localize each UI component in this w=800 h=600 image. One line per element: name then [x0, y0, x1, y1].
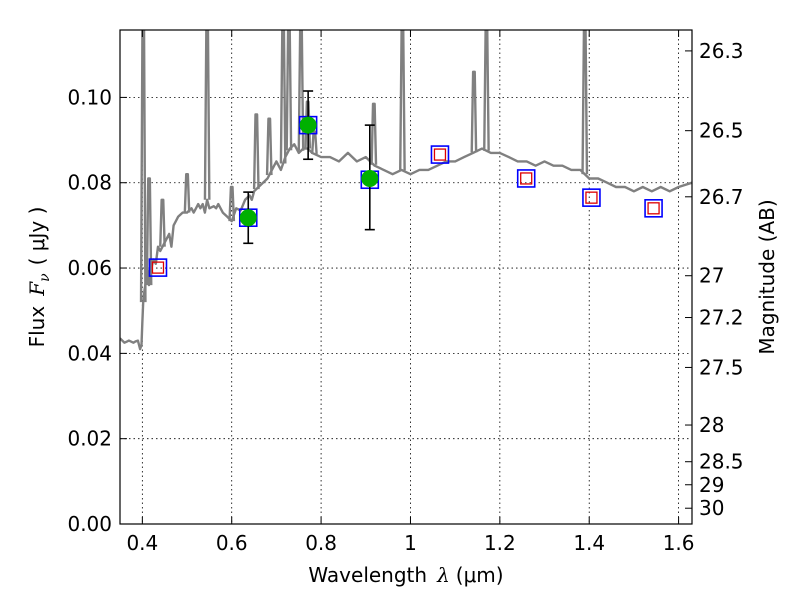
- emission-line: [310, 130, 318, 155]
- y2-tick-label: 26.7: [699, 185, 744, 209]
- observed-point: [299, 116, 317, 134]
- emission-line: [203, 30, 211, 200]
- y2-tick-label: 30: [699, 496, 724, 520]
- upper-limit-point: [433, 148, 447, 161]
- upper-limit-point: [520, 172, 533, 185]
- model-photometry-point: [644, 199, 663, 218]
- emission-line: [399, 30, 406, 171]
- x-tick-label: 1: [404, 531, 417, 555]
- x-tick-label: 0.4: [126, 531, 158, 555]
- y-tick-label: 0.00: [67, 512, 112, 536]
- model-photometry-point: [516, 169, 536, 188]
- y2-tick-label: 26.3: [699, 39, 744, 63]
- emission-line: [483, 30, 490, 151]
- model-photometry-point: [582, 188, 601, 207]
- sed-model-line: [120, 143, 692, 351]
- plot-area: [120, 30, 692, 351]
- y2-tick-label: 27.5: [699, 355, 744, 379]
- emission-line: [145, 177, 153, 286]
- emission-line: [265, 117, 273, 176]
- y2-tick-label: 28: [699, 413, 724, 437]
- x-tick-label: 0.8: [305, 531, 337, 555]
- y2-tick-label: 26.5: [699, 119, 744, 143]
- y-axis-title: FluxFν( μJy ): [25, 207, 53, 348]
- y2-tick-label: 29: [699, 473, 724, 497]
- emission-line: [159, 198, 166, 247]
- emission-line: [252, 113, 260, 190]
- x-tick-label: 1.6: [663, 531, 695, 555]
- emission-line: [581, 30, 589, 175]
- y-tick-label: 0.06: [67, 256, 112, 280]
- y2-tick-label: 28.5: [699, 450, 744, 474]
- emission-line: [139, 30, 147, 303]
- emission-line: [183, 172, 191, 213]
- upper-limit-point: [151, 261, 165, 274]
- emission-line: [370, 102, 378, 165]
- observed-point: [361, 169, 379, 187]
- axis-ticks: 0.4 0.6 0.8 1 1.2 1.4 1.6 0.00 0.02 0.04 0.06 0.08 0…: [67, 30, 744, 555]
- emission-line: [470, 70, 478, 153]
- observed-point: [239, 209, 257, 227]
- y-tick-label: 0.02: [67, 427, 112, 451]
- y2-axis-title: Magnitude (AB): [755, 199, 779, 354]
- x-axis-title: Wavelength λ (μm): [308, 563, 503, 587]
- y-tick-label: 0.10: [67, 85, 112, 109]
- emission-line: [228, 185, 236, 222]
- y2-tick-label: 27.2: [699, 306, 744, 330]
- upper-limit-point: [647, 202, 660, 215]
- x-tick-label: 1.4: [573, 531, 605, 555]
- x-tick-label: 0.6: [216, 531, 248, 555]
- model-photometry-point: [148, 258, 168, 277]
- y2-tick-label: 27: [699, 264, 724, 288]
- x-tick-label: 1.2: [484, 531, 516, 555]
- model-photometry-point: [430, 145, 450, 164]
- emission-line: [279, 30, 287, 164]
- upper-limit-point: [585, 191, 598, 204]
- emission-line: [297, 30, 305, 151]
- y-tick-label: 0.04: [67, 341, 112, 365]
- plot-frame: [119, 29, 693, 525]
- emission-line: [285, 30, 293, 151]
- y-tick-label: 0.08: [67, 171, 112, 195]
